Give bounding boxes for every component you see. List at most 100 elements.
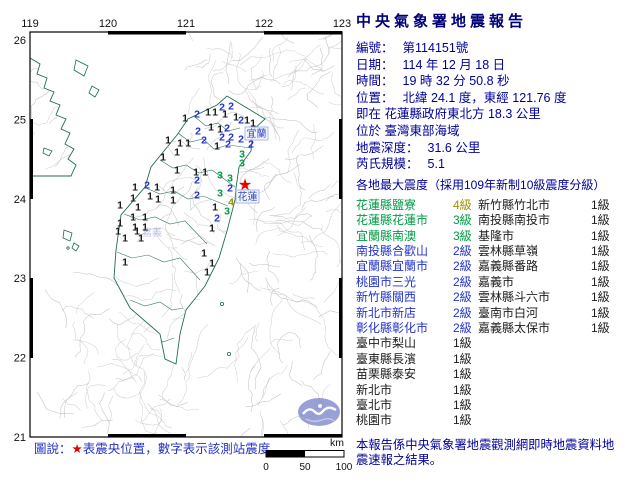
svg-text:km: km: [330, 437, 344, 449]
mainland-coastline: [29, 57, 77, 177]
field-label: 編號：: [356, 41, 394, 55]
intensity-row: 花蓮縣花蓮市 3級: [356, 213, 478, 228]
intensity-value: 2級: [453, 243, 472, 258]
contour-line: [287, 88, 306, 101]
station-name: 新北市新店: [356, 305, 417, 320]
contour-line: [240, 166, 265, 214]
contour-line: [30, 67, 43, 81]
intensity-row: 嘉義縣太保市 1級: [478, 321, 636, 336]
station-name: 臺東縣長濱: [356, 351, 417, 366]
lon-tick-label: 123: [333, 18, 351, 30]
intensity-row: 新竹縣竹北市 1級: [478, 198, 636, 213]
intensity-row: 雲林縣草嶺 1級: [478, 244, 636, 259]
station-intensity-digit: 3: [217, 188, 223, 200]
station-name: 宜蘭縣宜蘭市: [356, 259, 429, 274]
field-value: 位於 臺灣東部海域: [356, 123, 460, 138]
intensity-value: 3級: [453, 228, 472, 243]
contour-line: [320, 224, 341, 268]
station-intensity-digit: 2: [201, 135, 207, 147]
contour-line: [279, 420, 289, 437]
contour-line: [161, 176, 200, 219]
station-intensity-digit: 1: [115, 226, 121, 238]
lon-tick-label: 122: [255, 18, 273, 30]
station-intensity-digit: 2: [228, 132, 234, 144]
contour-line: [269, 96, 281, 142]
contour-line: [210, 72, 224, 102]
station-name: 嘉義縣太保市: [478, 321, 551, 335]
station-intensity-digit: 1: [135, 202, 141, 214]
longitude-tick-labels: 119 120 121 122 123: [21, 18, 351, 30]
contour-line: [140, 398, 171, 423]
field-value: 即在 花蓮縣政府東北方 18.3 公里: [356, 107, 541, 122]
report-field-line: 位於 臺灣東部海域: [356, 123, 636, 140]
station-intensity-digit: 1: [155, 194, 161, 206]
contour-line: [44, 289, 67, 329]
contour-line: [167, 247, 181, 293]
report-field-line: 編號： 第114151號: [356, 40, 636, 57]
station-intensity-digit: 2: [219, 102, 225, 114]
report-footer: 本報告係中央氣象署地震觀測網即時地震資料地震速報之結果。: [356, 437, 615, 468]
station-intensity-digit: 1: [177, 138, 183, 150]
contour-line: [304, 59, 335, 72]
svg-text:100: 100: [336, 462, 353, 473]
contour-line: [202, 157, 237, 199]
contour-line: [261, 364, 288, 399]
station-intensity-digit: 2: [194, 175, 200, 187]
svg-text:宜蘭: 宜蘭: [247, 127, 267, 140]
station-name: 基隆市: [478, 228, 515, 243]
station-intensity-digit: 1: [142, 212, 148, 224]
contour-line: [240, 427, 251, 437]
station-intensity-digit: 1: [132, 222, 138, 234]
station-intensity-digit: 3: [239, 158, 245, 170]
contour-line: [130, 204, 179, 226]
station-intensity-digit: 2: [228, 101, 234, 113]
contour-line: [118, 311, 157, 335]
contour-line: [113, 372, 146, 399]
station-intensity-digit: 3: [227, 173, 233, 185]
field-value: 第114151號: [402, 41, 469, 55]
contour-line: [270, 287, 280, 306]
station-name: 苗栗縣泰安: [356, 367, 417, 382]
station-intensity-digit: 2: [238, 134, 244, 146]
contour-line: [310, 124, 317, 159]
station-intensity-digit: 2: [219, 132, 225, 144]
intensity-value: 2級: [453, 305, 472, 320]
contour-line: [156, 226, 178, 249]
intensity-value: 1級: [453, 367, 472, 382]
map-legend: 圖說：★表震央位置，數字表示該測站震度: [34, 441, 271, 456]
intensity-value: 1級: [591, 197, 610, 212]
latitude-tick-labels: 26 25 24 23 22 21: [14, 35, 26, 444]
intensity-value: 1級: [591, 228, 610, 243]
station-name: 桃園市: [356, 413, 393, 428]
intensity-value: 1級: [591, 259, 610, 274]
contour-line: [265, 277, 318, 309]
station-intensity-digit: 1: [212, 202, 218, 214]
contour-line: [184, 59, 208, 71]
contour-line: [330, 180, 342, 189]
contour-line: [275, 224, 324, 247]
report-field-line: 即在 花蓮縣政府東北方 18.3 公里: [356, 106, 636, 123]
contour-line: [176, 351, 192, 406]
contour-line: [114, 269, 160, 288]
station-intensity-digit: 1: [214, 141, 220, 153]
station-intensity-digit: 2: [224, 123, 230, 135]
intensity-value: 1級: [591, 290, 610, 305]
contour-line: [135, 408, 163, 426]
intensity-value: 2級: [453, 321, 472, 335]
report-field-line: 日期： 114 年 12 月 18 日: [356, 57, 636, 74]
contour-line: [66, 77, 76, 95]
contour-line: [247, 364, 256, 413]
contour-line: [108, 352, 155, 392]
contour-line: [325, 191, 342, 202]
contour-line: [97, 363, 137, 383]
contour-line: [135, 354, 164, 367]
contour-line: [281, 65, 297, 88]
intensity-value: 4級: [453, 197, 472, 212]
station-intensity-digit: 1: [182, 113, 188, 125]
contour-line: [75, 292, 95, 314]
station-intensity-digit: 1: [117, 200, 123, 212]
report-field-line: 位置： 北緯 24.1 度，東經 121.76 度: [356, 90, 636, 107]
contour-line: [111, 359, 143, 383]
cwb-logo-watermark: [298, 398, 340, 426]
